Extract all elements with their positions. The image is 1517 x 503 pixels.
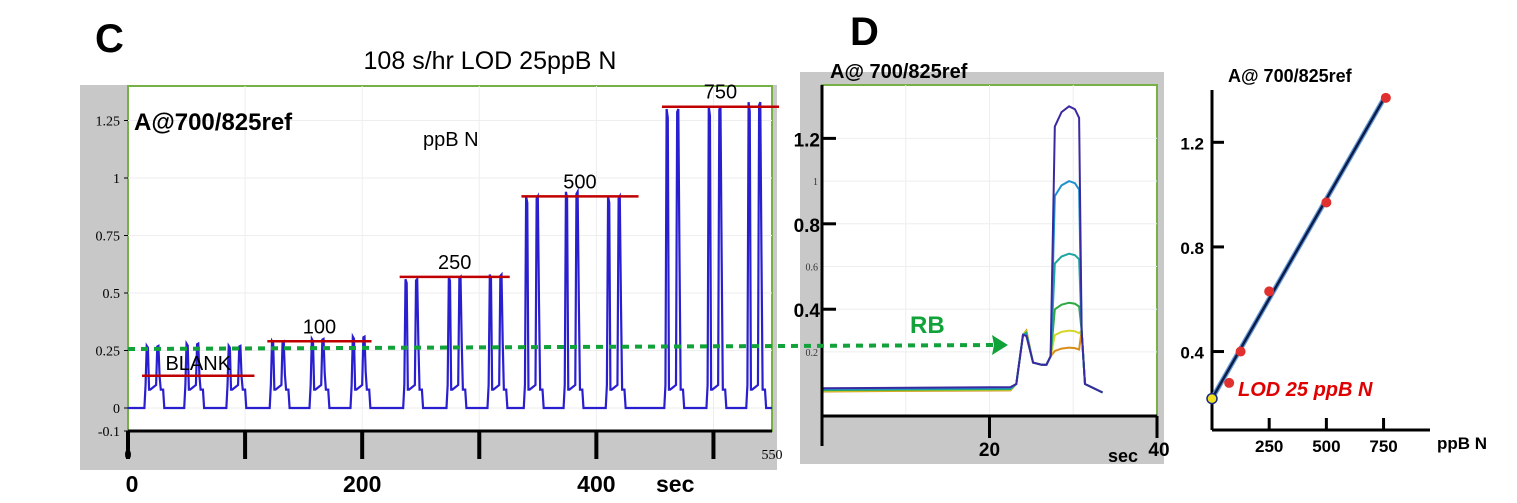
x-tick-label: 200 xyxy=(343,471,381,497)
calibration-point xyxy=(1264,286,1275,297)
x-tick-label: 0 xyxy=(126,471,139,497)
panel-d-grid xyxy=(822,85,1157,416)
rb-label: RB xyxy=(910,312,945,339)
y-tick-label: 0.75 xyxy=(96,230,121,245)
rb-arrow-line xyxy=(127,343,999,351)
panel-c-ylabel: A@700/825ref xyxy=(134,109,293,136)
y-tick-label: 0.8 xyxy=(1180,239,1204,258)
y-tick-label-small: 1 xyxy=(813,177,818,188)
x-tick-label: 40 xyxy=(1148,440,1169,461)
x-tick-label: 750 xyxy=(1369,437,1397,456)
y-tick-label: 1.2 xyxy=(794,130,820,151)
lod-annotation: LOD 25 ppB N xyxy=(1238,379,1373,401)
panel-d-xlabel: sec xyxy=(1108,446,1138,466)
trace-series xyxy=(821,105,1103,394)
panel-c-y-ticks: -0.1 0 0.25 0.5 0.75 1 1.25 xyxy=(96,115,128,440)
y-tick-label: 1 xyxy=(113,172,120,187)
y-tick-label: 0.8 xyxy=(794,216,820,237)
x-tick-label: 500 xyxy=(1312,437,1340,456)
x-tick-label: 250 xyxy=(1255,437,1283,456)
calibration-point xyxy=(1224,377,1235,388)
y-tick-label: 0.4 xyxy=(1180,344,1204,363)
y-tick-label: 0.25 xyxy=(96,345,121,360)
calibration-xlabel: ppB N xyxy=(1437,434,1487,453)
level-label: BLANK xyxy=(165,353,231,375)
panel-d-x-ticks: 20 40 xyxy=(822,414,1170,461)
x-tick-label: 20 xyxy=(979,440,1000,461)
panel-label-d: D xyxy=(850,10,879,54)
panel-d-ylabel: A@ 700/825ref xyxy=(830,61,968,83)
panel-c-x-ticks: 0 550 0 200 400 xyxy=(125,429,783,497)
calibration-point xyxy=(1235,346,1246,357)
calibration-point xyxy=(1380,92,1391,103)
y-tick-label: 0.5 xyxy=(103,287,121,302)
y-tick-label: 0.4 xyxy=(794,301,821,322)
calibration-point xyxy=(1321,197,1332,208)
y-tick-label: -0.1 xyxy=(98,425,120,440)
panel-c-levels: BLANK 100 250 500 750 xyxy=(142,82,780,378)
panel-c-xlabel: sec xyxy=(656,471,695,497)
absorbance-trace xyxy=(128,101,772,410)
panel-c-title: 108 s/hr LOD 25ppB N xyxy=(364,47,617,75)
panel-label-c: C xyxy=(95,17,124,61)
level-label: 250 xyxy=(438,252,471,274)
y-tick-label: 0 xyxy=(113,402,120,417)
y-tick-label: 1.2 xyxy=(1180,134,1204,153)
panel-d-calibration: 0.4 0.8 1.2 250 500 750 xyxy=(1180,90,1430,456)
x-tick-label-small: 550 xyxy=(762,448,783,463)
x-tick-label: 400 xyxy=(577,471,615,497)
panel-c-annotation: ppB N xyxy=(423,129,479,151)
panel-d-y-ticks: 0.4 0.8 1.2 0.2 0.6 1 xyxy=(794,85,836,446)
rb-arrow-head xyxy=(992,335,1008,355)
panel-d-traces xyxy=(821,105,1103,394)
calibration-ylabel: A@ 700/825ref xyxy=(1228,66,1353,86)
calibration-point xyxy=(1206,392,1218,405)
level-label: 750 xyxy=(704,82,737,104)
level-label: 100 xyxy=(303,316,336,338)
panel-c-trace xyxy=(128,101,772,410)
y-tick-label-small: 0.6 xyxy=(806,263,819,274)
y-tick-label: 1.25 xyxy=(96,115,121,130)
x-tick-label-small: 0 xyxy=(125,448,132,463)
level-label: 500 xyxy=(563,171,596,193)
y-tick-label-small: 0.2 xyxy=(806,348,819,359)
